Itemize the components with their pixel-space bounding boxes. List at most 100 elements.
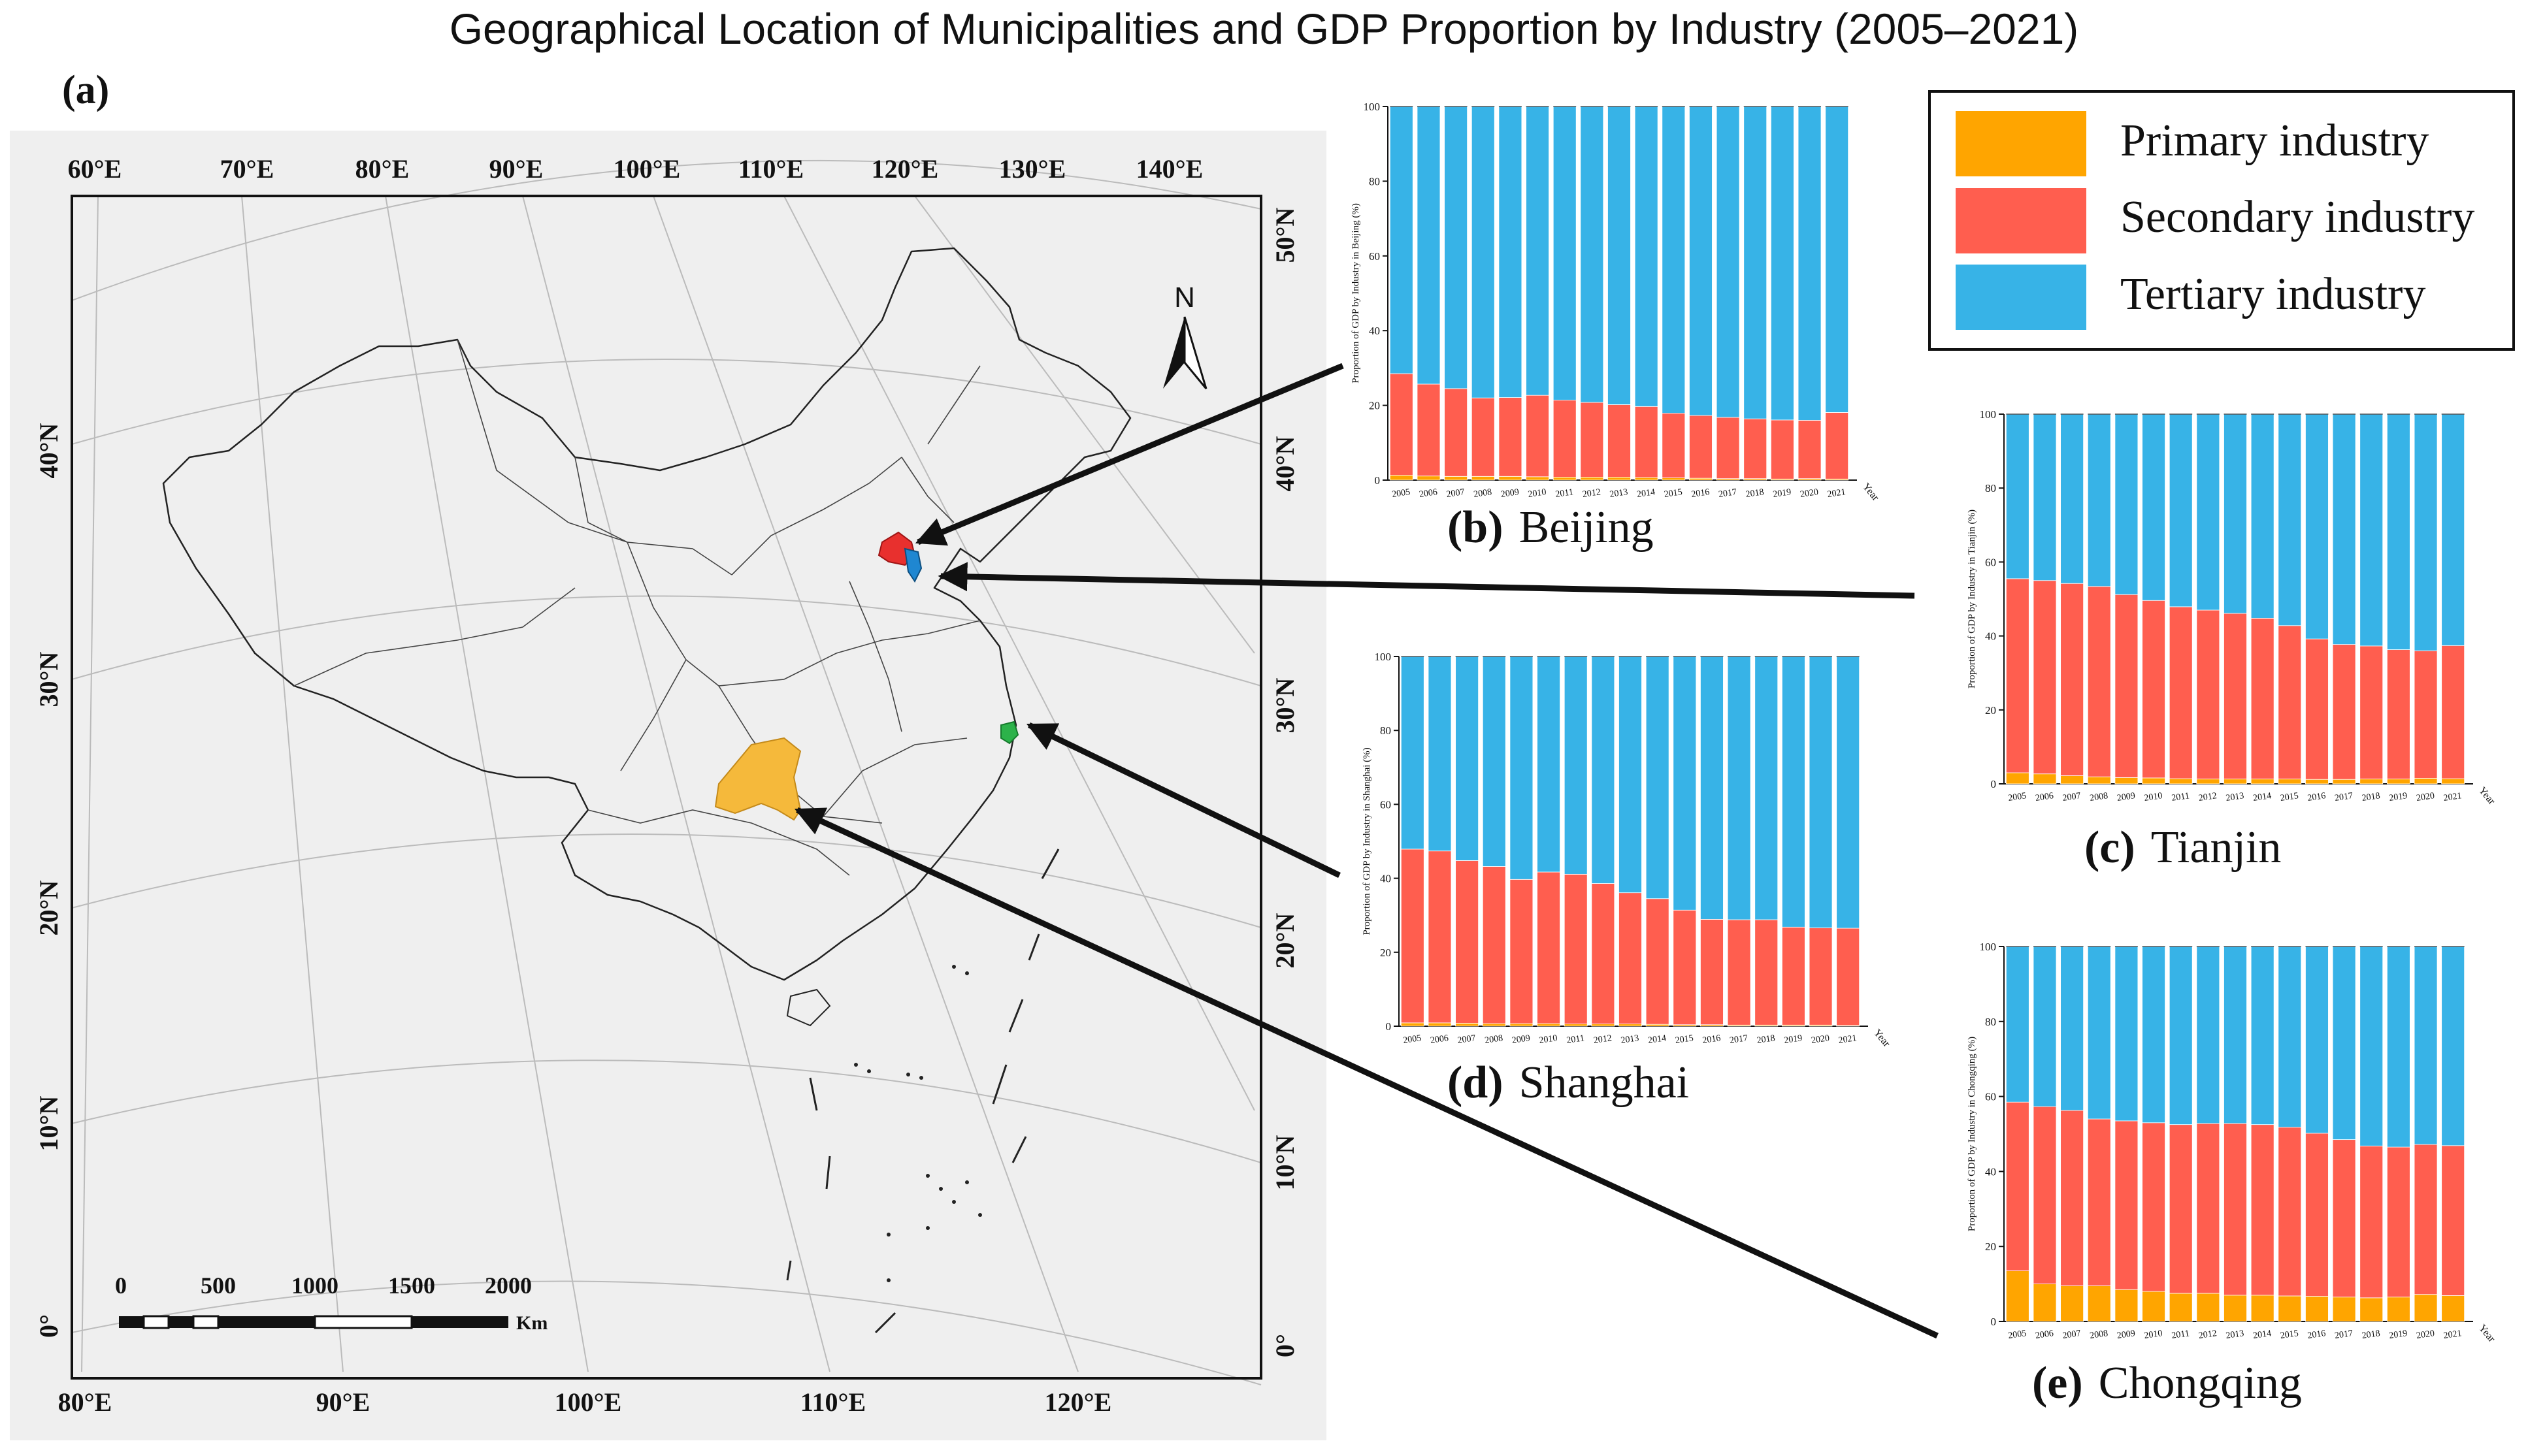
bar-tertiary-industry-2012 (1580, 106, 1604, 403)
panel-label-chongqing: (e) Chongqing (2032, 1358, 2302, 1408)
nine-dash-line (1011, 1136, 1027, 1163)
bar-tertiary-industry-2007 (2060, 413, 2084, 584)
y-tick-label: 20 (1985, 1240, 1996, 1253)
lon-labels-bottom: 80°E 90°E 100°E 110°E 120°E (58, 1387, 1112, 1417)
x-tick-label: 2007 (1457, 1033, 1477, 1046)
graticule-lon-100 (385, 195, 589, 1372)
bar-tertiary-industry-2009 (2114, 946, 2139, 1122)
x-tick-label: 2010 (2144, 791, 2163, 803)
graticule-lon-80 (81, 195, 99, 1372)
island-dots (854, 965, 982, 1282)
bar-tertiary-industry-2020 (1798, 106, 1822, 421)
bar-primary-industry-2020 (2414, 1294, 2438, 1322)
bar-secondary-industry-2006 (2033, 1106, 2057, 1285)
bar-primary-industry-2016 (2305, 779, 2329, 785)
bar-secondary-industry-2012 (1591, 883, 1615, 1025)
x-tick-label: 2016 (1691, 487, 1711, 500)
panel-label-shanghai: (d) Shanghai (1447, 1058, 1689, 1108)
scale-bar-segment (119, 1316, 144, 1328)
bar-tertiary-industry-2010 (2142, 413, 2165, 601)
bar-tertiary-industry-2016 (1689, 106, 1713, 416)
x-tick-label: 2005 (2007, 791, 2027, 803)
bar-secondary-industry-2012 (2196, 609, 2220, 780)
province-line (731, 457, 902, 575)
bar-secondary-industry-2020 (1798, 420, 1822, 479)
x-axis-label: Year (2476, 785, 2497, 807)
bar-primary-industry-2016 (2305, 1296, 2329, 1322)
scale-tick-label: 1000 (291, 1272, 338, 1299)
lat-label-right: 10°N (1270, 1135, 1300, 1190)
bar-tertiary-industry-2019 (1781, 656, 1805, 928)
bar-primary-industry-2010 (2142, 1291, 2165, 1322)
south-china-sea-islands (786, 849, 1060, 1334)
x-tick-label: 2014 (1636, 487, 1656, 500)
bar-primary-industry-2010 (1526, 476, 1549, 481)
bar-primary-industry-2021 (2441, 1295, 2465, 1322)
bar-tertiary-industry-2005 (1400, 656, 1424, 850)
bar-secondary-industry-2016 (1700, 919, 1724, 1026)
map-panel-label: (a) (62, 68, 109, 112)
bar-secondary-industry-2017 (1716, 417, 1740, 479)
bar-primary-industry-2014 (1645, 1024, 1669, 1027)
scale-bar-segment (142, 1315, 170, 1329)
bar-tertiary-industry-2013 (1607, 106, 1631, 405)
lon-label-top: 70°E (220, 154, 274, 184)
bar-secondary-industry-2008 (1471, 397, 1495, 477)
bar-secondary-industry-2008 (2087, 586, 2111, 777)
bar-secondary-industry-2019 (2386, 649, 2410, 780)
lat-label-right: 50°N (1270, 207, 1300, 263)
x-tick-label: 2008 (2089, 1329, 2109, 1341)
scale-unit: Km (516, 1312, 548, 1334)
x-tick-label: 2012 (2198, 1329, 2218, 1341)
y-axis-label: Proportion of GDP by Industry in Tianjin… (1967, 510, 1977, 688)
bar-primary-industry-2009 (1498, 476, 1522, 481)
bar-primary-industry-2011 (1552, 477, 1577, 481)
x-tick-label: 2010 (1528, 487, 1547, 500)
bar-secondary-industry-2005 (2005, 1101, 2029, 1271)
panel-letter: (d) (1447, 1058, 1503, 1108)
x-tick-label: 2015 (2280, 1329, 2299, 1341)
arrow-beijing (915, 363, 1344, 546)
province-line (823, 737, 968, 817)
x-tick-label: 2008 (1473, 487, 1492, 500)
bar-tertiary-industry-2015 (1673, 656, 1697, 911)
graticule-lat-0 (71, 1280, 1262, 1385)
island-dot (919, 1076, 923, 1080)
bar-tertiary-industry-2021 (1836, 656, 1860, 929)
bar-primary-industry-2007 (1455, 1023, 1479, 1027)
y-tick-label: 60 (1985, 1091, 1996, 1103)
bar-tertiary-industry-2009 (1498, 106, 1522, 398)
scale-bar-segment (218, 1316, 315, 1328)
x-tick-label: 2011 (1555, 487, 1574, 500)
bar-tertiary-industry-2005 (1389, 106, 1413, 374)
x-tick-label: 2014 (2252, 791, 2272, 803)
lat-label-left: 30°N (34, 651, 63, 707)
x-tick-label: 2020 (2416, 1329, 2435, 1341)
bar-tertiary-industry-2008 (2087, 946, 2111, 1120)
y-tick-label: 20 (1985, 704, 1996, 717)
bar-primary-industry-2005 (1400, 1022, 1424, 1027)
bar-tertiary-industry-2020 (2414, 946, 2438, 1145)
bar-secondary-industry-2005 (2005, 578, 2029, 773)
bar-secondary-industry-2010 (1526, 395, 1549, 477)
graticule-lat-30 (71, 595, 1262, 687)
bar-secondary-industry-2018 (1754, 919, 1779, 1026)
x-tick-label: 2005 (2007, 1329, 2027, 1341)
x-tick-label: 2007 (1446, 487, 1466, 500)
province-line (587, 809, 850, 876)
bar-tertiary-industry-2008 (1482, 656, 1506, 867)
bar-secondary-industry-2006 (1428, 850, 1452, 1024)
bar-secondary-industry-2011 (2169, 1124, 2193, 1294)
bar-primary-industry-2010 (1537, 1023, 1560, 1027)
bar-secondary-industry-2011 (2169, 606, 2193, 779)
bar-secondary-industry-2005 (1389, 373, 1413, 476)
y-axis-label: Proportion of GDP by Industry in Beijing… (1351, 203, 1361, 383)
panel-letter: (b) (1447, 502, 1503, 553)
bar-tertiary-industry-2015 (1662, 106, 1686, 414)
bar-primary-industry-2013 (1607, 477, 1631, 481)
x-tick-label: 2021 (1827, 487, 1847, 500)
nine-dash-line (874, 1312, 896, 1334)
x-tick-label: 2006 (2035, 791, 2054, 803)
bar-secondary-industry-2006 (2033, 580, 2057, 775)
